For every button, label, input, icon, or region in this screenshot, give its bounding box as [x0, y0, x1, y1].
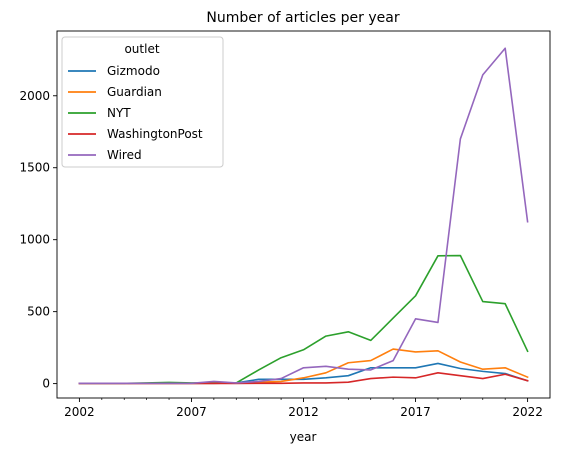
legend-entries: Gizmodo Guardian NYT WashingtonPost Wired [68, 64, 203, 162]
y-tick-label: 2000 [19, 89, 50, 103]
x-axis: 2002 2007 2012 2017 2022 [64, 398, 543, 419]
legend: outlet Gizmodo Guardian NYT WashingtonPost W… [61, 36, 224, 168]
legend-title: outlet [124, 42, 159, 56]
legend-label: WashingtonPost [107, 127, 203, 141]
legend-label: NYT [107, 106, 131, 120]
x-tick-label: 2012 [288, 405, 319, 419]
x-axis-title: year [290, 430, 317, 444]
y-tick-label: 1000 [19, 233, 50, 247]
series-line [78, 348, 529, 385]
legend-label: Guardian [107, 85, 162, 99]
legend-label: Gizmodo [107, 64, 160, 78]
series-line [78, 254, 529, 385]
legend-box [61, 36, 224, 168]
series-line [78, 47, 529, 385]
x-tick-label: 2017 [400, 405, 431, 419]
x-tick-label: 2007 [176, 405, 207, 419]
x-tick-label: 2002 [64, 405, 95, 419]
y-axis: 0 500 1000 1500 2000 [19, 89, 57, 391]
y-tick-label: 1500 [19, 161, 50, 175]
y-tick-label: 500 [27, 305, 50, 319]
y-tick-label: 0 [42, 377, 50, 391]
series-line [78, 362, 529, 385]
x-tick-label: 2022 [512, 405, 543, 419]
chart-title: Number of articles per year [206, 10, 399, 26]
legend-label: Wired [107, 148, 142, 162]
